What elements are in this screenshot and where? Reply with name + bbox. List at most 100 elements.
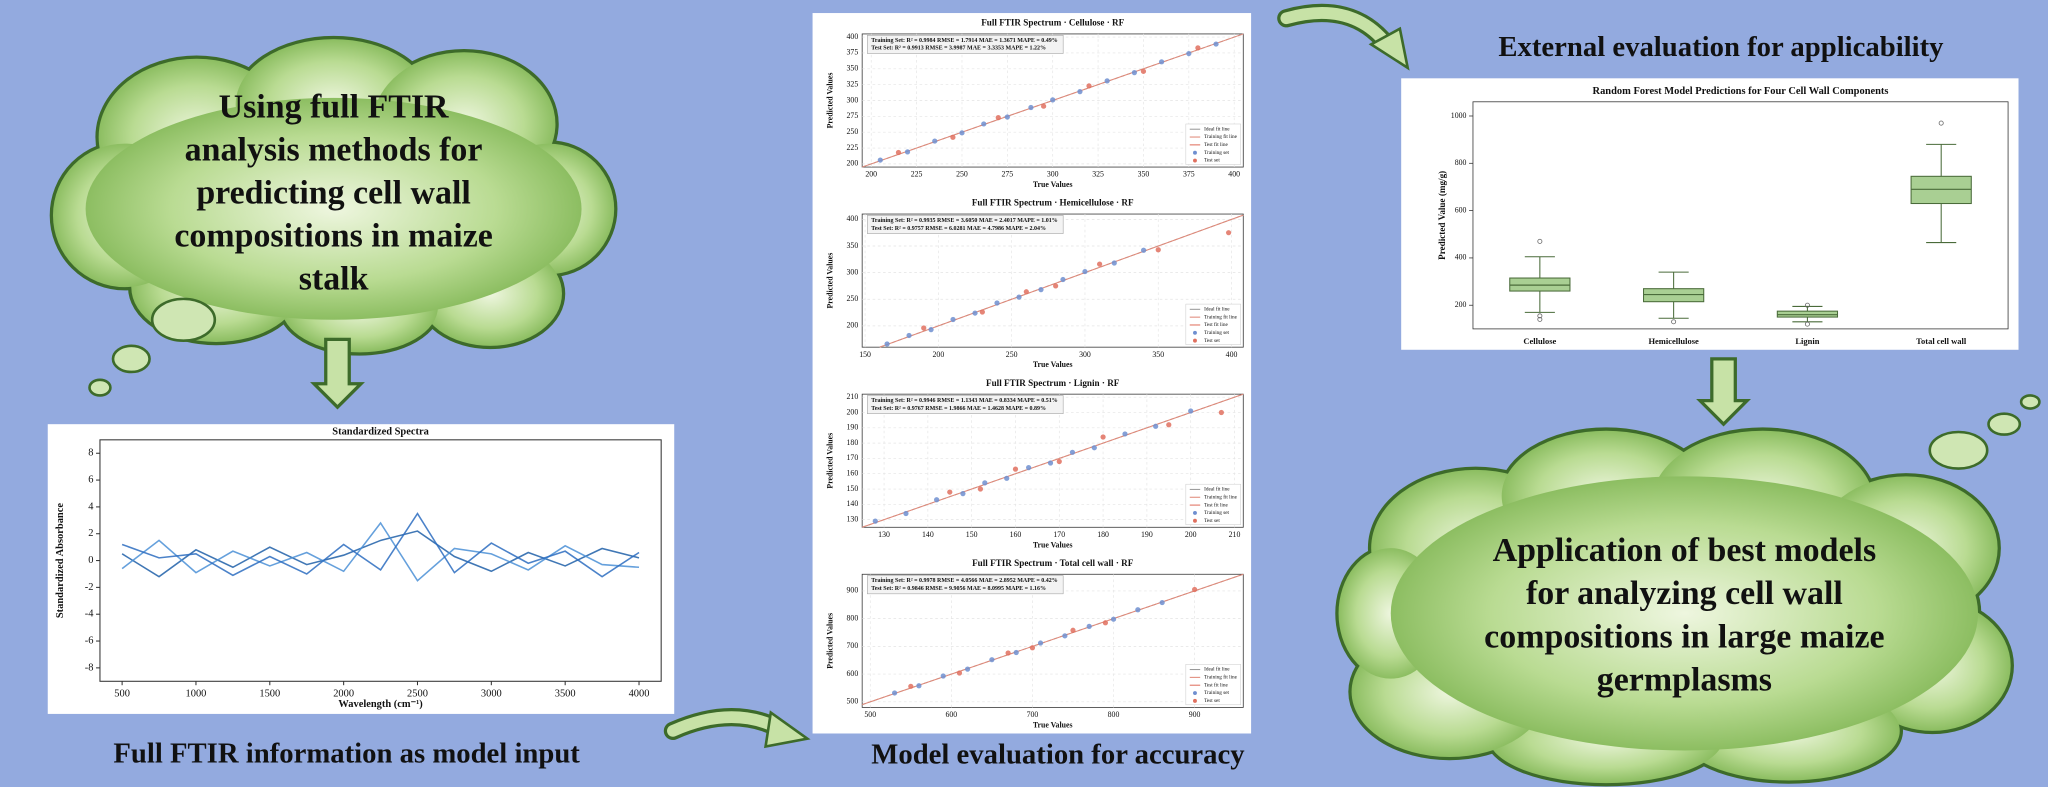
training-point — [1110, 616, 1117, 622]
training-point — [1050, 97, 1056, 103]
test-point — [1086, 83, 1092, 89]
legend-label: Training fit line — [1204, 674, 1238, 681]
training-point — [1104, 78, 1110, 84]
legend-dot — [1193, 330, 1197, 335]
test-point — [1029, 645, 1036, 651]
left-cloud — [49, 35, 618, 356]
legend-label: Training set — [1204, 510, 1229, 516]
training-point — [994, 300, 1000, 306]
y-tick-label: 375 — [846, 48, 858, 57]
y-tick-label: 170 — [846, 453, 858, 462]
test-point — [950, 134, 956, 140]
y-tick-label: 500 — [846, 697, 858, 706]
x-tick-label: 200 — [865, 170, 877, 179]
stats-box — [867, 575, 1064, 595]
stats-text: Training Set: R² = 0.9984 RMSE = 1.7914 … — [871, 38, 1058, 44]
stats-text: Training Set: R² = 0.9978 RMSE = 4.0566 … — [871, 578, 1058, 584]
x-tick-label: 225 — [911, 170, 923, 179]
cloud-text: compositions in large maize — [1484, 618, 1884, 655]
right-cloud — [1335, 427, 2014, 787]
y-tick-label: 350 — [846, 64, 858, 73]
test-point — [1100, 434, 1106, 440]
y-axis-label: Predicted Value (mg/g) — [1437, 171, 1447, 260]
y-tick-label: -4 — [85, 609, 94, 620]
y-tick-label: 700 — [846, 641, 858, 650]
legend-box — [1185, 123, 1241, 165]
down-arrow — [310, 337, 365, 410]
caption: Full FTIR information as model input — [113, 737, 580, 769]
legend-dot — [1193, 518, 1197, 523]
y-tick-label: 180 — [846, 438, 858, 447]
cloud-text: compositions in maize — [174, 218, 492, 255]
legend-label: Ideal fit line — [1204, 306, 1230, 313]
y-tick-label: 900 — [846, 586, 858, 595]
test-point — [1218, 409, 1224, 416]
flier — [1537, 238, 1543, 244]
training-point — [1069, 449, 1076, 455]
x-tick-label: 4000 — [629, 689, 650, 700]
y-tick-label: 200 — [846, 159, 858, 168]
spectrum-line — [121, 512, 640, 578]
y-tick-label: 350 — [846, 241, 858, 250]
box — [1509, 277, 1571, 292]
legend-label: Training fit line — [1204, 313, 1238, 320]
stats-box — [867, 215, 1064, 234]
x-axis-label: True Values — [1033, 180, 1073, 189]
legend-label: Training fit line — [1204, 493, 1238, 500]
x-tick-label: 160 — [1010, 530, 1022, 539]
chart-title: Random Forest Model Predictions for Four… — [1593, 86, 1889, 97]
y-tick-label: 600 — [1455, 205, 1467, 214]
x-tick-label: 300 — [1047, 170, 1059, 179]
training-point — [950, 316, 956, 323]
x-tick-label: 800 — [1108, 710, 1120, 719]
cloud-text: analysis methods for — [185, 131, 483, 168]
y-tick-label: 400 — [846, 214, 858, 223]
training-point — [1188, 408, 1194, 414]
y-tick-label: 400 — [1455, 253, 1467, 262]
training-point — [1186, 50, 1192, 57]
cloud-text: for analyzing cell wall — [1526, 575, 1843, 612]
y-tick-label: 6 — [88, 474, 93, 485]
cloud-text: Application of best models — [1493, 532, 1877, 569]
training-point — [960, 491, 966, 497]
down-arrow — [1696, 357, 1751, 427]
y-tick-label: 800 — [1455, 158, 1467, 167]
y-tick-label: 8 — [88, 448, 93, 459]
test-point — [979, 309, 985, 315]
training-point — [1122, 431, 1128, 437]
x-tick-label: 250 — [1006, 350, 1018, 359]
legend-dot — [1193, 150, 1197, 155]
test-point — [1070, 627, 1076, 633]
test-point — [1155, 247, 1161, 253]
x-tick-label: 170 — [1053, 530, 1065, 539]
test-point — [1005, 650, 1011, 656]
test-point — [1140, 68, 1147, 74]
stats-text: Test Set: R² = 0.9757 RMSE = 6.0281 MAE … — [871, 226, 1046, 232]
cloud-text: stalk — [299, 261, 369, 298]
test-point — [1225, 230, 1232, 236]
training-point — [1091, 445, 1097, 451]
training-point — [1153, 423, 1159, 429]
training-point — [904, 149, 911, 155]
y-tick-label: 4 — [88, 501, 94, 512]
training-point — [906, 332, 912, 339]
training-point — [1062, 633, 1068, 639]
training-point — [928, 326, 934, 333]
training-point — [1131, 69, 1137, 76]
y-tick-label: 0 — [88, 555, 93, 566]
x-tick-label: 200 — [933, 350, 945, 359]
legend-label: Training fit line — [1204, 133, 1238, 140]
x-tick-label: 500 — [114, 689, 130, 700]
training-point — [981, 121, 987, 127]
stats-text: Test Set: R² = 0.9767 RMSE = 1.9866 MAE … — [871, 406, 1046, 412]
test-point — [1056, 458, 1062, 465]
flier — [1804, 302, 1810, 308]
test-point — [1041, 103, 1047, 109]
x-tick-label: 3500 — [555, 689, 576, 700]
x-axis-label: True Values — [1033, 540, 1073, 549]
chart-title: Full FTIR Spectrum · Lignin · RF — [986, 378, 1120, 388]
training-point — [1158, 59, 1165, 65]
x-tick-label: 180 — [1097, 530, 1109, 539]
x-tick-label: Hemicellulose — [1648, 336, 1699, 346]
legend-label: Ideal fit line — [1204, 125, 1230, 132]
